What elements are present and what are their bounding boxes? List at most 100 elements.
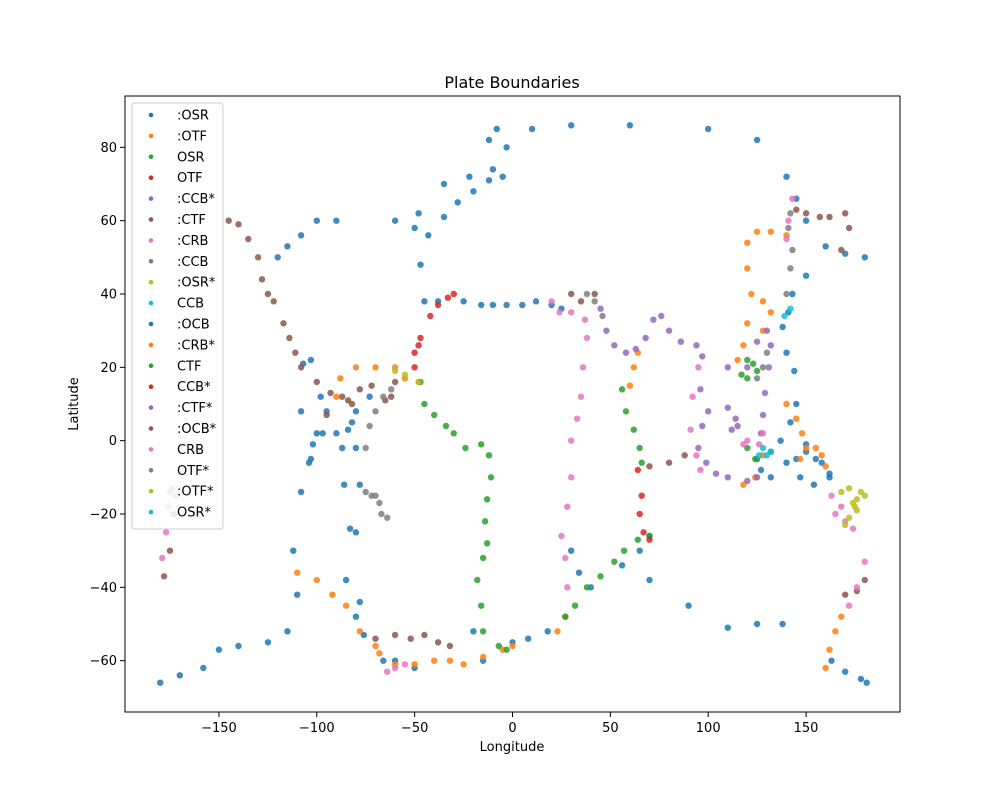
data-point (753, 367, 761, 375)
data-point (417, 261, 424, 268)
data-point (646, 576, 653, 584)
data-point (478, 602, 485, 609)
data-point (783, 459, 790, 466)
data-point (280, 320, 287, 327)
legend-marker (148, 133, 154, 139)
data-point (783, 400, 790, 408)
data-point (372, 364, 379, 371)
data-point (366, 422, 373, 430)
legend: :OSR:OTF OSR OTF:CCB*:CTF:CRB:CCB:OSR* CCB:… (131, 102, 224, 530)
data-point (842, 521, 849, 529)
data-point (810, 481, 818, 488)
data-point (738, 371, 745, 378)
data-point (485, 452, 493, 459)
data-point (568, 122, 575, 129)
data-point (753, 620, 761, 628)
series-12 (744, 360, 757, 382)
data-point (313, 217, 320, 224)
data-point (744, 356, 751, 364)
data-point (503, 646, 510, 653)
data-point (861, 254, 868, 261)
data-point (740, 342, 747, 349)
data-point (816, 213, 823, 221)
data-point (781, 312, 788, 320)
data-point (372, 635, 379, 642)
data-point (759, 430, 767, 437)
data-point (640, 529, 647, 536)
data-point (658, 312, 665, 320)
data-point (861, 558, 868, 565)
data-point (313, 378, 320, 386)
data-point (832, 510, 839, 518)
data-point (292, 349, 299, 356)
data-point (352, 408, 360, 415)
data-point (599, 312, 606, 320)
data-point (284, 243, 291, 250)
data-point (391, 217, 399, 224)
data-point (415, 378, 422, 386)
data-point (474, 576, 481, 584)
data-point (636, 547, 643, 554)
data-point (509, 642, 516, 650)
data-point (339, 393, 346, 400)
data-point (759, 444, 767, 452)
series-5 (160, 206, 868, 650)
data-point (728, 426, 735, 433)
data-point (767, 309, 774, 316)
data-point (767, 228, 774, 235)
data-point (845, 602, 853, 609)
data-point (712, 470, 720, 477)
data-point (245, 235, 252, 243)
legend-label: OTF* (177, 464, 210, 479)
data-point (160, 573, 168, 580)
legend-entry: :OSR* (148, 276, 216, 291)
legend-marker (148, 384, 154, 390)
data-point (861, 576, 868, 584)
data-point (665, 459, 673, 466)
data-point (307, 455, 315, 463)
data-point (783, 349, 790, 356)
data-point (446, 642, 454, 650)
data-point (753, 375, 761, 382)
legend-label: :OSR (177, 109, 209, 124)
data-point (297, 488, 305, 496)
data-point (470, 188, 477, 195)
data-point (348, 400, 356, 408)
data-point (176, 672, 183, 679)
data-point (681, 452, 688, 459)
data-point (861, 492, 868, 499)
data-point (200, 664, 207, 672)
data-point (845, 224, 853, 232)
data-point (697, 466, 704, 474)
data-point (842, 668, 849, 675)
data-point (352, 613, 360, 620)
data-point (822, 243, 829, 250)
data-point (732, 415, 739, 422)
data-point (411, 349, 418, 356)
data-point (724, 474, 731, 481)
data-point (297, 408, 305, 415)
data-point (454, 199, 461, 206)
data-point (826, 213, 833, 221)
data-point (444, 294, 452, 301)
data-point (356, 628, 363, 635)
legend-marker (148, 238, 154, 243)
data-point (558, 532, 565, 540)
data-point (759, 411, 767, 419)
legend-label: :OCB (177, 318, 210, 333)
data-point (388, 393, 395, 400)
data-point (372, 408, 379, 415)
legend-entry: :OTF (148, 129, 207, 144)
data-point (483, 496, 491, 503)
data-point (264, 290, 272, 298)
data-point (759, 298, 767, 305)
data-point (479, 628, 487, 635)
data-point (554, 628, 561, 635)
series-9 (755, 305, 794, 459)
data-point (483, 540, 491, 547)
data-point (362, 444, 369, 452)
data-point (264, 639, 272, 646)
data-point (828, 492, 835, 499)
data-point (634, 536, 641, 543)
y-tick-label: −20 (90, 508, 117, 523)
